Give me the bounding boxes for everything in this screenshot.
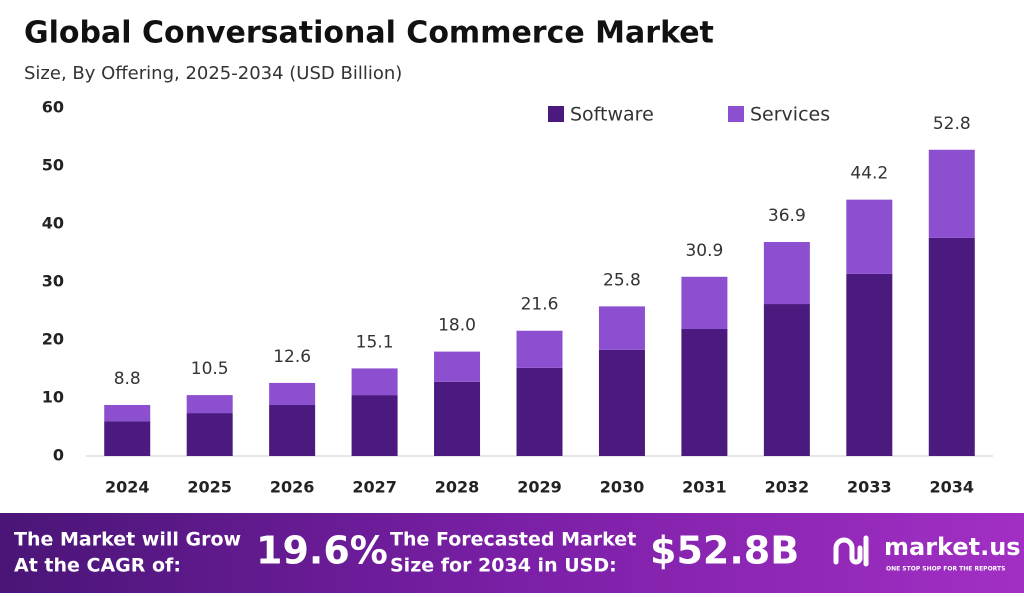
bar-segment: [681, 328, 728, 456]
bar-segment: [104, 404, 151, 422]
chart-subtitle: Size, By Offering, 2025-2034 (USD Billio…: [24, 63, 402, 84]
x-tick-label: 2033: [847, 478, 892, 497]
x-tick-label: 2032: [765, 478, 810, 497]
bar-segment: [104, 421, 151, 456]
x-tick-label: 2031: [682, 478, 727, 497]
total-label: 18.0: [438, 316, 476, 336]
bar-segment: [928, 149, 975, 238]
x-tick-label: 2024: [105, 478, 150, 497]
x-tick-label: 2034: [930, 478, 975, 497]
y-tick-label: 0: [53, 446, 64, 465]
total-label: 52.8: [933, 114, 971, 134]
total-label: 21.6: [521, 295, 559, 315]
y-tick-label: 40: [42, 214, 64, 233]
bar-segment: [269, 404, 316, 456]
legend-swatch: [728, 106, 744, 122]
brand-logo: [833, 535, 869, 567]
x-tick-label: 2029: [517, 478, 562, 497]
y-tick-label: 60: [42, 98, 64, 117]
total-label: 44.2: [850, 164, 888, 184]
footer-banner: [0, 513, 1024, 593]
bar-segment: [763, 304, 810, 456]
brand: market.us: [884, 533, 1021, 561]
bar-segment: [516, 367, 563, 456]
bar-segment: [681, 276, 728, 329]
bar-segment: [846, 273, 893, 456]
legend-label: Services: [750, 104, 830, 126]
legend-swatch: [548, 106, 564, 122]
y-tick-label: 10: [42, 388, 64, 407]
cagr-text: At the CAGR of:: [14, 555, 181, 577]
bar-segment: [351, 368, 398, 396]
cagr-text: The Market will Grow: [14, 529, 241, 551]
bar-segment: [846, 199, 893, 274]
bar-segment: [186, 413, 233, 456]
bar-segment: [516, 330, 563, 368]
x-tick-label: 2028: [435, 478, 480, 497]
y-tick-label: 20: [42, 330, 64, 349]
x-tick-label: 2026: [270, 478, 315, 497]
total-label: 30.9: [685, 241, 723, 261]
forecast-text: The Forecasted Market: [390, 529, 636, 551]
x-tick-label: 2025: [187, 478, 232, 497]
bar-segment: [928, 237, 975, 456]
bar-segment: [763, 241, 810, 305]
total-label: 12.6: [273, 347, 311, 367]
bar-segment: [186, 395, 233, 414]
total-label: 8.8: [114, 369, 141, 389]
y-tick-label: 30: [42, 272, 64, 291]
x-tick-label: 2030: [600, 478, 645, 497]
y-tick-label: 50: [42, 156, 64, 175]
bar-segment: [598, 306, 645, 350]
total-label: 36.9: [768, 206, 806, 226]
bar-segment: [598, 349, 645, 456]
bar-segment: [434, 381, 481, 456]
bar-segment: [434, 351, 481, 382]
total-label: 25.8: [603, 270, 641, 290]
chart-title: Global Conversational Commerce Market: [24, 16, 714, 51]
brand-tagline: ONE STOP SHOP FOR THE REPORTS: [886, 566, 1005, 573]
total-label: 15.1: [356, 332, 394, 352]
cagr-value: 19.6%: [256, 529, 388, 573]
bar-segment: [351, 395, 398, 456]
forecast-value: $52.8B: [650, 529, 799, 573]
forecast-text: Size for 2034 in USD:: [390, 555, 617, 577]
total-label: 10.5: [191, 359, 229, 379]
bar-segment: [269, 382, 316, 405]
x-tick-label: 2027: [352, 478, 397, 497]
legend-label: Software: [570, 104, 654, 126]
